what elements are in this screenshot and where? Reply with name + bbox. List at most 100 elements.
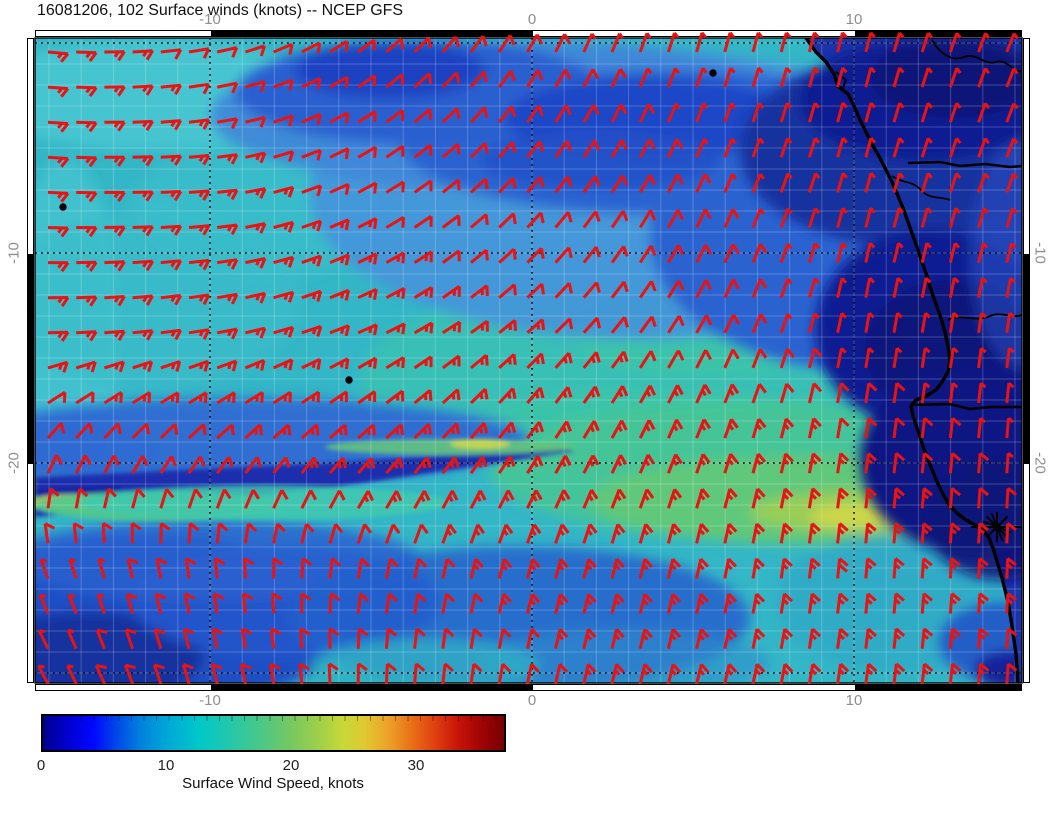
wind-barb [413,662,426,684]
coastal-speed-regions [740,38,1022,580]
wind-barb [864,557,877,579]
wind-barb [695,488,710,509]
wind-barb [638,280,657,299]
wind-barb [807,557,821,579]
wind-barb [638,244,657,264]
wind-barb [667,138,684,158]
wind-barb [526,421,545,439]
wind-barb [187,423,207,440]
wind-barb [864,452,878,474]
wind-barb [188,224,211,236]
wind-barb [807,592,821,614]
wind-barb [751,243,768,264]
wind-barb [469,177,489,194]
wind-barb [413,215,433,229]
wind-barb [273,185,295,198]
axis-tick-label: -10 [199,11,221,28]
wind-barb [582,281,601,299]
wind-barb [357,74,377,89]
wind-barb [240,627,253,649]
wind-barb [327,662,339,684]
wind-barb [920,172,933,193]
wind-barb [125,592,138,615]
wind-barb [269,662,281,685]
wind-barb [216,117,239,130]
wind-barb [920,312,931,334]
wind-barb [638,67,653,88]
wind-barb [723,67,736,88]
wind-barb [37,664,50,685]
wind-barb [328,523,344,544]
wind-barb [357,145,377,159]
wind-barb [526,489,543,509]
wind-barb [667,173,684,194]
wind-barb [920,557,933,579]
wind-barb [977,627,990,649]
wind-barb [357,457,376,475]
speed-region-blob [35,210,300,390]
wind-barb [666,663,682,685]
wind-barb [723,628,738,650]
wind-barb [498,247,517,264]
wind-barb [610,488,627,509]
speed-region-blob [870,38,1022,118]
wind-barb [244,423,263,440]
wind-barb [272,390,292,405]
wind-barb [441,489,459,510]
wind-barb [977,592,990,614]
wind-barb [1005,102,1019,123]
wind-barb [131,391,152,405]
axis-tick-label: 10 [845,11,863,28]
wind-barb [1005,452,1014,474]
wind-barb [240,662,252,685]
wind-barb [328,557,342,579]
wind-barb [892,417,906,439]
wind-barb [301,254,323,267]
wind-barb [723,137,737,158]
wind-barb [132,259,154,272]
wind-barb [779,627,794,649]
wind-barb [977,67,991,88]
wind-barb [1005,627,1018,649]
wind-barb [497,628,512,649]
wind-barb [160,190,183,202]
wind-barb [441,320,462,335]
wind-barb [610,210,629,229]
wind-barb [779,592,793,614]
streak-accent [325,439,575,455]
wind-barb [132,360,154,373]
wind-barb [892,102,905,123]
wind-barb [469,387,489,405]
wind-barb [695,67,708,88]
wind-barb [948,487,962,509]
wind-barb [525,523,542,544]
wind-barb [272,522,286,544]
wind-barb [272,557,284,579]
wind-barb [864,242,876,263]
wind-barb [470,248,489,264]
wind-barb [751,663,766,685]
wind-barb [243,522,258,544]
wind-barb [271,592,283,614]
wind-barb [948,67,962,88]
wind-barb [779,417,795,439]
wind-barb [723,314,741,334]
wind-barb [384,523,401,544]
axis-tick-label: 10 [845,692,863,709]
wind-barb [244,391,264,405]
wind-barb [554,175,573,194]
wind-barb [610,385,629,404]
wind-barb [441,107,461,124]
wind-barb [187,488,203,509]
wind-barb [807,627,822,649]
colorbar [41,714,506,752]
wind-barb [920,522,933,544]
streak-accent [450,439,510,449]
wind-barb [104,260,126,272]
wind-barb [357,252,378,265]
axis-tick-label: 0 [527,11,537,28]
wind-barb [47,226,70,238]
wind-barb [1005,277,1016,298]
wind-barb [469,558,484,579]
wind-barb [582,351,601,369]
